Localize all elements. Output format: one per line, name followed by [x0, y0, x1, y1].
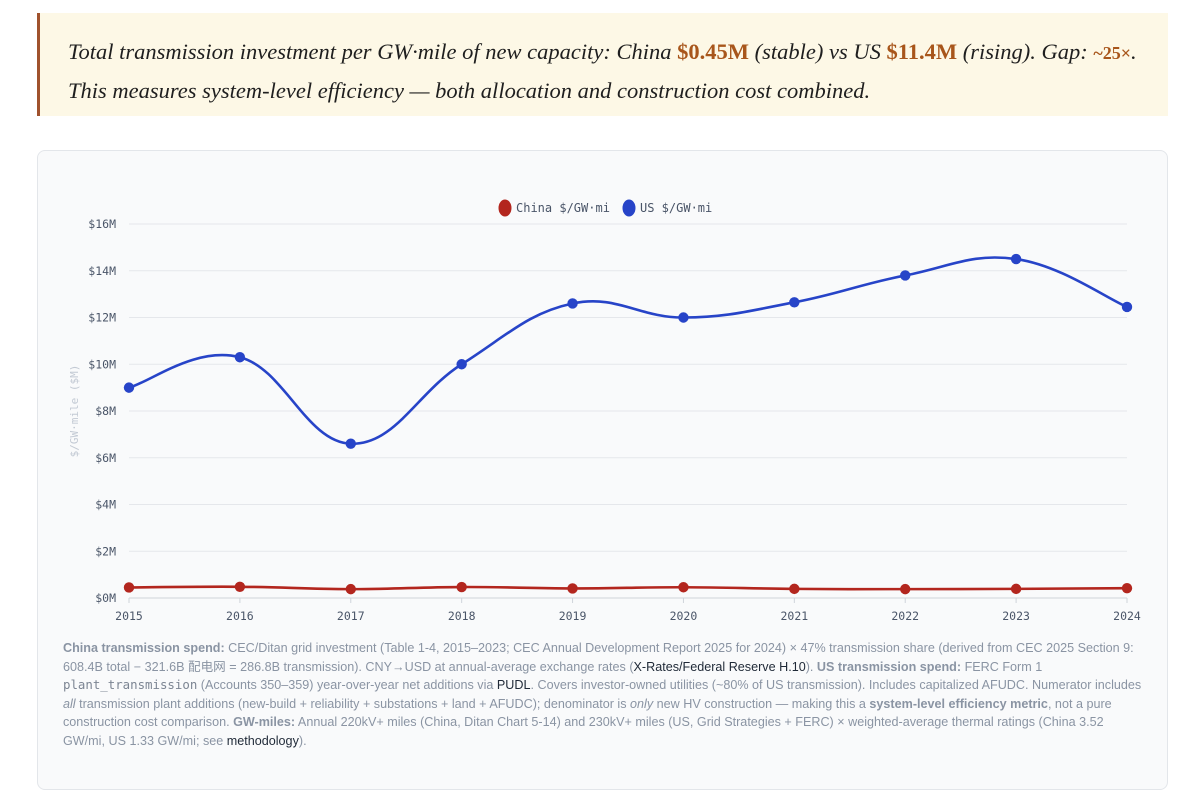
notes-us-heading: US transmission spend:	[816, 659, 962, 674]
notes-gwmiles-heading: GW-miles:	[233, 715, 296, 729]
chart-notes: China transmission spend: CEC/Ditan grid…	[63, 641, 1142, 748]
plant-transmission-code: plant_transmission	[63, 677, 198, 692]
china-data-point[interactable]	[456, 581, 467, 593]
us-data-point[interactable]	[234, 352, 246, 363]
y-tick-label: $10M	[88, 357, 116, 371]
us-data-point[interactable]	[900, 270, 911, 281]
gap-highlight: ~25×	[1093, 43, 1131, 63]
y-tick-label: $6M	[95, 451, 116, 465]
us-data-point[interactable]	[345, 438, 356, 449]
y-tick-label: $2M	[95, 544, 116, 558]
y-tick-label: $16M	[88, 217, 116, 231]
us-data-point[interactable]	[567, 298, 578, 309]
pudl-link[interactable]: PUDL	[496, 678, 531, 692]
summary-callout: Total transmission investment per GW·mil…	[37, 13, 1168, 116]
x-tick-label: 2024	[1113, 609, 1141, 623]
us-data-point[interactable]	[456, 359, 467, 370]
methodology-link[interactable]: methodology	[226, 733, 299, 748]
line-chart: $0M $2M $4M $6M $8M $10M $12M $14M $16M 2015 2016 2…	[68, 199, 1141, 623]
china-data-point[interactable]	[234, 581, 246, 592]
china-data-point[interactable]	[123, 582, 135, 593]
china-data-point[interactable]	[345, 583, 356, 595]
x-tick-label: 2023	[1002, 609, 1030, 623]
us-data-point[interactable]	[789, 297, 800, 308]
x-tick-label: 2021	[780, 609, 808, 623]
y-tick-label: $14M	[88, 264, 116, 278]
legend-swatch-us[interactable]	[622, 199, 636, 217]
y-tick-label: $4M	[95, 498, 116, 512]
y-axis-label: $/GW·mile ($M)	[68, 365, 81, 458]
xrates-link[interactable]: X-Rates/Federal Reserve H.10	[633, 659, 806, 674]
china-data-point[interactable]	[900, 583, 911, 595]
x-tick-label: 2020	[670, 609, 698, 623]
notes-efficiency-metric: system-level efficiency metric	[869, 696, 1048, 711]
legend-label-china[interactable]: China $/GW·mi	[516, 201, 610, 215]
x-tick-label: 2017	[337, 609, 365, 623]
legend-swatch-china[interactable]	[498, 199, 512, 217]
x-tick-label: 2019	[559, 609, 587, 623]
legend-label-us[interactable]: US $/GW·mi	[640, 201, 712, 215]
x-tick-label: 2015	[115, 609, 143, 623]
x-tick-label: 2022	[891, 609, 919, 623]
china-value-highlight: $0.45M	[677, 39, 750, 64]
us-value-highlight: $11.4M	[886, 39, 958, 64]
y-tick-label: $8M	[95, 404, 116, 418]
china-data-point[interactable]	[1010, 583, 1022, 595]
us-data-point[interactable]	[678, 312, 689, 323]
y-tick-label: $0M	[95, 591, 116, 605]
y-tick-label: $12M	[88, 311, 116, 325]
us-series-line	[128, 256, 1128, 446]
us-data-point[interactable]	[123, 382, 135, 393]
x-tick-label: 2016	[226, 609, 254, 623]
china-data-point[interactable]	[789, 583, 800, 595]
chart-card: $0M $2M $4M $6M $8M $10M $12M $14M $16M 2015 2016 2…	[37, 150, 1168, 790]
notes-china-heading: China transmission spend:	[63, 641, 225, 655]
summary-text: Total transmission investment per GW·mil…	[68, 39, 1137, 103]
us-data-point[interactable]	[1121, 301, 1133, 313]
china-data-point[interactable]	[567, 583, 578, 594]
us-data-point[interactable]	[1010, 253, 1022, 265]
x-tick-label: 2018	[448, 609, 476, 623]
china-data-point[interactable]	[1121, 582, 1133, 594]
china-data-point[interactable]	[678, 582, 689, 593]
china-series-line	[128, 585, 1128, 591]
